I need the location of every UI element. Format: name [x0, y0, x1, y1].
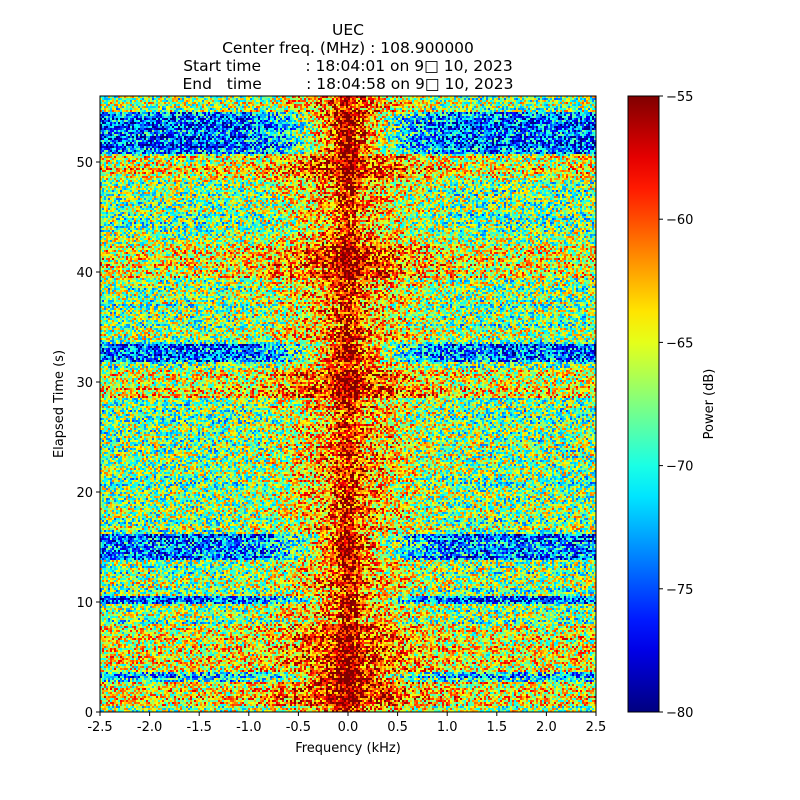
- spectrogram-plot-area: [99, 95, 597, 713]
- x-axis-label: Frequency (kHz): [295, 741, 401, 756]
- colorbar-tick-label: −65: [666, 336, 693, 351]
- x-tick-label: 2.0: [536, 720, 557, 735]
- y-tick-label: 20: [76, 486, 93, 501]
- chart-title-line-3: End time : 18:04:58 on 9□ 10, 2023: [183, 75, 514, 93]
- colorbar-label: Power (dB): [702, 369, 717, 440]
- y-tick-label: 0: [85, 706, 93, 721]
- colorbar-tick-label: −75: [666, 583, 693, 598]
- x-tick-label: 2.5: [586, 720, 607, 735]
- x-tick-label: -2.0: [137, 720, 162, 735]
- y-axis: 0 10 20 30 40 50: [76, 156, 100, 721]
- colorbar-tick-label: −80: [666, 706, 693, 721]
- chart-title-line-0: UEC: [332, 21, 364, 39]
- x-tick-label: -2.5: [87, 720, 112, 735]
- y-axis-label: Elapsed Time (s): [52, 350, 67, 458]
- colorbar-tick-label: −60: [666, 213, 693, 228]
- spectrogram-heatmap: [100, 96, 596, 712]
- x-tick-label: 0.5: [387, 720, 408, 735]
- y-tick-label: 40: [76, 266, 93, 281]
- colorbar: −80 −75 −70 −65 −60 −55 Power (dB): [627, 90, 717, 721]
- x-tick-label: -1.0: [236, 720, 261, 735]
- x-axis: -2.5 -2.0 -1.5 -1.0 -0.5 0.0 0.5 1.0 1.5 2.0 2.5: [87, 712, 606, 735]
- colorbar-tick-label: −70: [666, 460, 693, 475]
- y-tick-label: 50: [76, 156, 93, 171]
- x-tick-label: -0.5: [286, 720, 311, 735]
- y-tick-label: 30: [76, 376, 93, 391]
- colorbar-gradient: [627, 95, 660, 713]
- y-tick-label: 10: [76, 596, 93, 611]
- x-tick-label: -1.5: [187, 720, 212, 735]
- x-tick-label: 0.0: [338, 720, 359, 735]
- x-tick-label: 1.5: [486, 720, 507, 735]
- chart-title-line-2: Start time : 18:04:01 on 9□ 10, 2023: [183, 57, 513, 75]
- colorbar-ticks: −80 −75 −70 −65 −60 −55: [659, 90, 693, 721]
- x-tick-label: 1.0: [437, 720, 458, 735]
- chart-title-line-1: Center freq. (MHz) : 108.900000: [222, 39, 474, 57]
- colorbar-tick-label: −55: [666, 90, 693, 105]
